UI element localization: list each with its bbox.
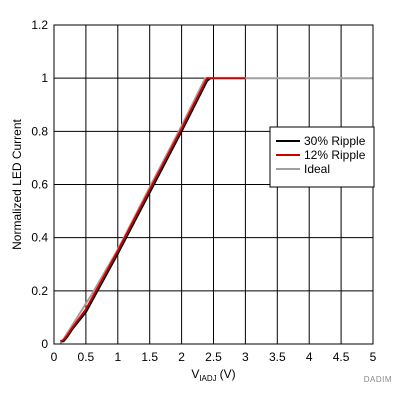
- legend-box: [269, 126, 375, 188]
- x-tick-label: 2: [178, 350, 185, 364]
- series-line-12-ripple: [60, 77, 246, 343]
- y-tick-label: 0: [41, 337, 48, 351]
- x-axis-label-main: V: [191, 367, 199, 381]
- x-tick-labels: 0 0.5 1 1.5 2 2.5 3 3.5 4 4.5 5: [51, 350, 377, 364]
- legend-label: 30% Ripple: [304, 134, 366, 148]
- x-axis-label-unit: (V): [220, 367, 236, 381]
- y-tick-label: 0.6: [31, 178, 48, 192]
- x-tick-label: 4: [306, 350, 313, 364]
- y-tick-label: 0.2: [31, 284, 48, 298]
- y-tick-label: 1.2: [31, 18, 48, 32]
- y-tick-labels: 0 0.2 0.4 0.6 0.8 1 1.2: [31, 18, 48, 351]
- x-tick-label: 0: [51, 350, 58, 364]
- x-tick-label: 2.5: [205, 350, 222, 364]
- legend-label: 12% Ripple: [304, 148, 366, 162]
- x-axis-label-subscript: IADJ: [199, 374, 216, 383]
- legend-label: Ideal: [304, 162, 330, 176]
- series-lines: [59, 77, 373, 345]
- x-tick-label: 3: [242, 350, 249, 364]
- x-tick-label: 3.5: [269, 350, 286, 364]
- y-axis-label: Normalized LED Current: [10, 118, 24, 249]
- x-tick-label: 4.5: [333, 350, 350, 364]
- y-tick-label: 0.8: [31, 124, 48, 138]
- x-axis-label: VIADJ (V): [191, 367, 235, 383]
- x-tick-label: 1: [114, 350, 121, 364]
- watermark-text: DADIM: [364, 375, 392, 384]
- x-tick-label: 5: [370, 350, 377, 364]
- series-line-ideal: [59, 77, 373, 345]
- y-tick-label: 0.4: [31, 231, 48, 245]
- x-tick-label: 0.5: [78, 350, 95, 364]
- x-tick-label: 1.5: [141, 350, 158, 364]
- y-tick-label: 1: [41, 71, 48, 85]
